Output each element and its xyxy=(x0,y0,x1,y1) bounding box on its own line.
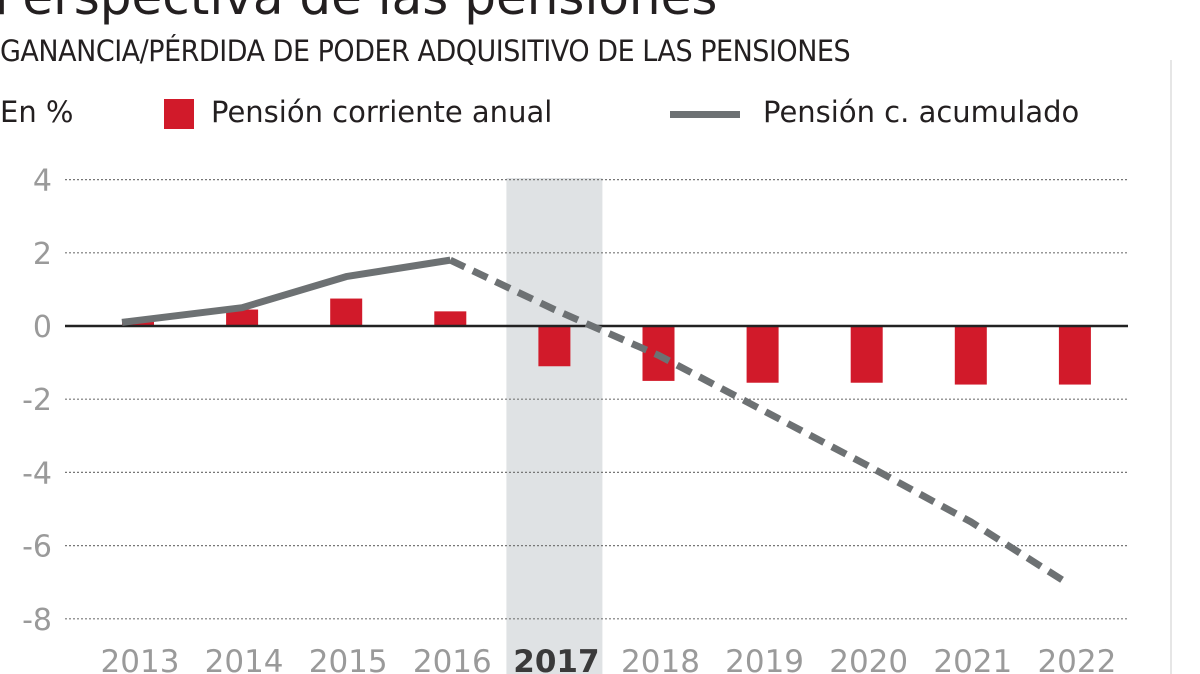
legend-bar-label: Pensión corriente anual xyxy=(211,95,553,129)
y-tick-label: 2 xyxy=(33,237,52,272)
x-tick-label: 2020 xyxy=(829,644,908,674)
bar-2020 xyxy=(850,326,883,383)
x-tick-label: 2015 xyxy=(309,644,388,674)
unit-label: En % xyxy=(0,95,74,129)
frame-edge xyxy=(1170,60,1172,674)
chart-subtitle: GANANCIA/PÉRDIDA DE PODER ADQUISITIVO DE… xyxy=(0,34,851,68)
bar-2019 xyxy=(746,326,779,383)
x-tick-label: 2013 xyxy=(101,644,180,674)
x-tick-label: 2014 xyxy=(205,644,284,674)
page-title: Perspectiva de las pensiones xyxy=(0,0,717,26)
y-tick-label: -6 xyxy=(22,530,52,565)
legend-bar-swatch xyxy=(164,99,194,129)
x-tick-label: 2016 xyxy=(413,644,492,674)
highlight-band xyxy=(506,178,603,674)
y-tick-label: -2 xyxy=(22,383,52,418)
x-tick-label: 2019 xyxy=(725,644,804,674)
legend-line-label: Pensión c. acumulado xyxy=(763,95,1080,129)
bar-2015 xyxy=(330,298,363,326)
bar-2021 xyxy=(954,326,987,385)
legend-line-swatch xyxy=(670,111,740,118)
bar-2014 xyxy=(226,309,259,326)
x-tick-label: 2022 xyxy=(1037,644,1116,674)
x-tick-label: 2021 xyxy=(933,644,1012,674)
y-tick-label: 4 xyxy=(33,164,52,199)
line-solid-segment xyxy=(121,256,451,326)
x-tick-label: 2017 xyxy=(513,644,599,674)
y-tick-label: 0 xyxy=(33,310,52,345)
bar-2022 xyxy=(1058,326,1091,385)
bar-2016 xyxy=(434,311,467,326)
y-tick-label: -8 xyxy=(22,603,52,638)
bar-2017 xyxy=(538,326,571,367)
y-tick-label: -4 xyxy=(22,456,52,491)
x-tick-label: 2018 xyxy=(621,644,700,674)
